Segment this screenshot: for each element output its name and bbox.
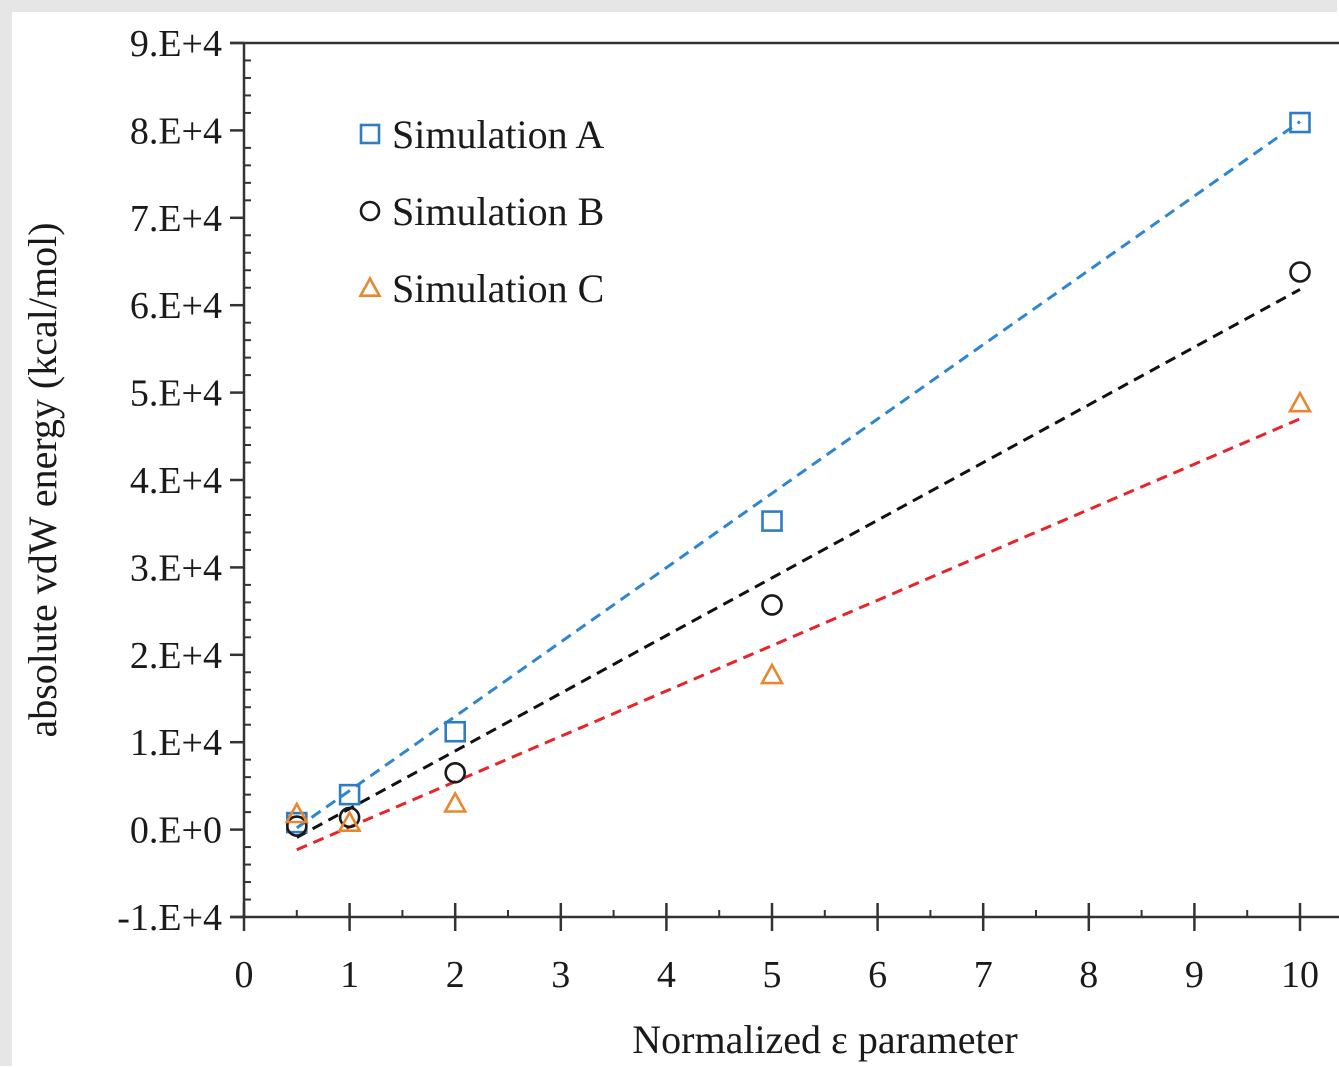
data-point-b: [761, 594, 783, 616]
data-point-c: [337, 809, 362, 833]
x-tick-label: 0: [235, 954, 254, 996]
axes: -1.E+4 0.E+0 1.E+4 2.E+4 3.E+4 4.E+4 5.E+4 6.E+…: [117, 23, 1339, 996]
data-point-c: [284, 801, 309, 824]
y-tick-label: 6.E+4: [130, 285, 222, 327]
x-tick-label: 2: [446, 954, 465, 996]
y-tick-label: 4.E+4: [130, 460, 222, 502]
y-tick-label: 7.E+4: [130, 198, 222, 240]
data-point-a: [1289, 111, 1311, 134]
data-point-a: [444, 720, 467, 743]
legend-marker-a: [359, 123, 381, 145]
data-point-b: [444, 761, 467, 784]
trendline-c: [296, 417, 1301, 852]
data-point-a: [338, 783, 361, 806]
legend-label-a: Simulation A: [392, 112, 604, 157]
y-tick-label: 5.E+4: [130, 373, 222, 415]
data-point-c: [1287, 390, 1313, 413]
x-tick-label: 8: [1079, 954, 1098, 996]
legend-marker-c: [358, 275, 382, 297]
trendline-b: [296, 288, 1301, 839]
x-tick-label: 10: [1281, 954, 1319, 996]
x-tick-label: 1: [340, 954, 359, 996]
data-point-b: [285, 815, 308, 837]
trendline-a: [295, 120, 1301, 830]
y-tick-label: 3.E+4: [130, 547, 222, 589]
x-tick-label: 4: [657, 954, 676, 996]
y-tick-label: 9.E+4: [130, 23, 222, 65]
y-tick-label: 0.E+0: [130, 810, 222, 852]
y-tick-label: 1.E+4: [130, 722, 222, 764]
data-point-b: [1289, 261, 1311, 283]
x-tick-label: 3: [551, 954, 570, 996]
data-point-c: [443, 790, 468, 813]
y-axis-title: absolute vdW energy (kcal/mol): [20, 222, 65, 737]
x-tick-label: 9: [1185, 954, 1204, 996]
y-tick-label: -1.E+4: [117, 897, 222, 939]
x-tick-label: 7: [974, 954, 993, 996]
x-axis-title: Normalized ε parameter: [632, 1017, 1018, 1062]
x-tick-label: 5: [763, 954, 782, 996]
data-point-c: [759, 662, 785, 685]
legend-label-c: Simulation C: [392, 266, 604, 311]
data-points: [284, 111, 1313, 837]
data-point-a: [761, 510, 783, 532]
y-tick-label: 2.E+4: [130, 635, 222, 677]
legend-marker-b: [359, 200, 381, 222]
data-point-b: [338, 806, 361, 829]
x-tick-label: 6: [868, 954, 887, 996]
legend: Simulation A Simulation B Simulation C: [358, 112, 604, 311]
y-tick-label: 8.E+4: [130, 110, 222, 152]
legend-label-b: Simulation B: [392, 189, 604, 234]
